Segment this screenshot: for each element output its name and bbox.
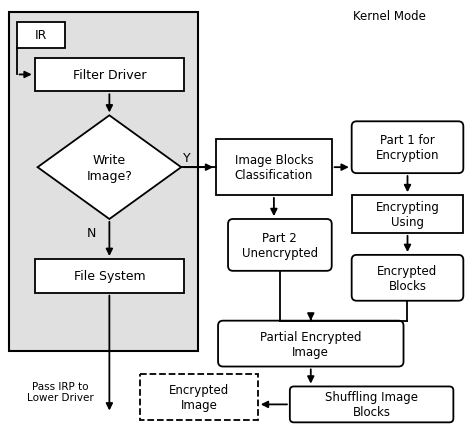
Bar	[9, 13, 198, 351]
Text: Pass IRP to
Lower Driver: Pass IRP to Lower Driver	[27, 381, 94, 402]
Bar	[352, 196, 463, 233]
Text: Shuffling Image
Blocks: Shuffling Image Blocks	[325, 391, 418, 418]
Polygon shape	[37, 116, 181, 220]
Text: Image Blocks
Classification: Image Blocks Classification	[235, 154, 313, 182]
Text: Write: Write	[93, 153, 126, 166]
Text: Encrypted
Blocks: Encrypted Blocks	[377, 264, 438, 292]
Text: Partial Encrypted
Image: Partial Encrypted Image	[260, 330, 362, 358]
Text: IR: IR	[35, 29, 47, 42]
FancyBboxPatch shape	[290, 387, 453, 422]
Text: Encrypting
Using: Encrypting Using	[375, 201, 439, 228]
Bar	[35, 259, 184, 293]
Text: Y: Y	[183, 151, 191, 164]
Bar	[35, 59, 184, 92]
Text: Encrypted
Image: Encrypted Image	[169, 384, 229, 411]
Text: Kernel Mode: Kernel Mode	[353, 10, 426, 23]
Text: Filter Driver: Filter Driver	[73, 69, 146, 82]
FancyBboxPatch shape	[352, 122, 463, 174]
Text: Image?: Image?	[86, 169, 132, 182]
Bar	[216, 140, 332, 196]
Text: Part 1 for
Encryption: Part 1 for Encryption	[376, 134, 439, 162]
FancyBboxPatch shape	[228, 220, 332, 271]
Text: N: N	[87, 227, 96, 240]
Text: Part 2
Unencrypted: Part 2 Unencrypted	[242, 231, 318, 259]
Text: File System: File System	[73, 270, 145, 283]
Bar	[140, 375, 258, 421]
FancyBboxPatch shape	[352, 255, 463, 301]
FancyBboxPatch shape	[218, 321, 403, 367]
Bar	[17, 23, 64, 49]
